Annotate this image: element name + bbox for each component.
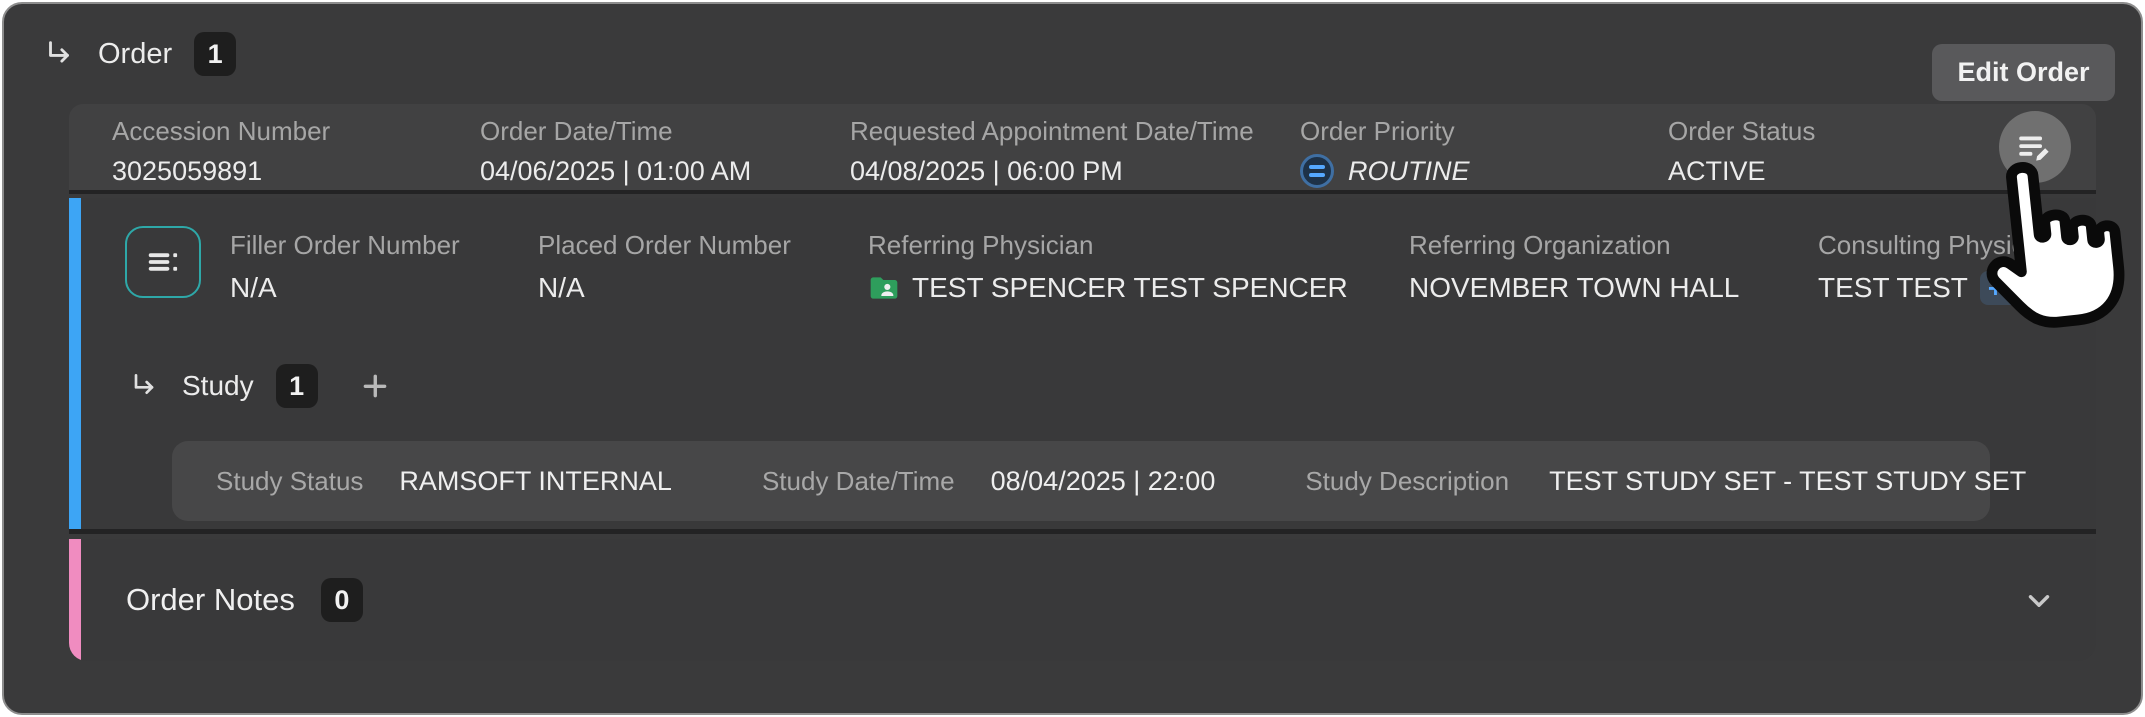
list-status-icon xyxy=(148,253,178,271)
filler-order-number-label: Filler Order Number xyxy=(230,230,460,260)
study-datetime-value: 08/04/2025 | 22:00 xyxy=(990,465,1216,496)
placed-order-number-field: Placed Order Number N/A xyxy=(538,230,791,306)
playlist-edit-icon xyxy=(2019,136,2049,161)
referring-organization-value: NOVEMBER TOWN HALL xyxy=(1409,272,1740,303)
order-notes-section[interactable]: Order Notes 0 xyxy=(69,539,2096,661)
referring-organization-field: Referring Organization NOVEMBER TOWN HAL… xyxy=(1409,230,1739,306)
consulting-physician-value: TEST TEST xyxy=(1818,272,1968,303)
order-priority-field: Order Priority ROUTINE xyxy=(1300,116,1470,188)
order-notes-accent-bar xyxy=(69,539,81,661)
accession-number-field: Accession Number 3025059891 xyxy=(112,116,330,188)
order-datetime-field: Order Date/Time 04/06/2025 | 01:00 AM xyxy=(480,116,751,188)
subdirectory-arrow-icon xyxy=(49,41,69,63)
order-priority-value: ROUTINE xyxy=(1348,156,1470,186)
chevron-down-icon[interactable] xyxy=(2022,584,2056,618)
requested-appointment-field: Requested Appointment Date/Time 04/08/20… xyxy=(850,116,1254,188)
placed-order-number-value: N/A xyxy=(538,272,585,303)
study-count-badge: 1 xyxy=(275,364,318,408)
order-type-icon-box xyxy=(125,226,201,298)
order-datetime-label: Order Date/Time xyxy=(480,116,673,146)
study-description-label: Study Description xyxy=(1305,465,1510,496)
study-status-label: Study Status xyxy=(216,465,364,496)
accession-number-label: Accession Number xyxy=(112,116,331,146)
filler-order-number-field: Filler Order Number N/A xyxy=(230,230,460,306)
consulting-physician-more-badge[interactable]: +2 xyxy=(1979,271,2026,305)
study-title: Study xyxy=(182,370,254,401)
order-count-badge: 1 xyxy=(194,32,237,76)
add-study-button[interactable] xyxy=(358,369,392,403)
accession-number-value: 3025059891 xyxy=(112,156,263,186)
referring-organization-label: Referring Organization xyxy=(1409,230,1671,260)
placed-order-number-label: Placed Order Number xyxy=(538,230,791,260)
order-title: Order xyxy=(98,37,173,70)
order-accent-bar xyxy=(69,198,81,529)
routine-priority-icon xyxy=(1300,154,1334,188)
referring-physician-value[interactable]: TEST SPENCER TEST SPENCER xyxy=(912,272,1348,303)
study-datetime-label: Study Date/Time xyxy=(761,465,955,496)
edit-order-button[interactable]: Edit Order xyxy=(1932,44,2115,101)
order-details-section: Filler Order Number N/A Placed Order Num… xyxy=(69,198,2096,534)
study-row[interactable]: Study Status RAMSOFT INTERNAL Study Date… xyxy=(172,441,2026,521)
order-datetime-value: 04/06/2025 | 01:00 AM xyxy=(480,156,752,186)
plus-icon xyxy=(363,374,386,398)
order-quick-edit-button[interactable] xyxy=(1999,111,2071,183)
referring-physician-label: Referring Physician xyxy=(868,230,1094,260)
order-notes-count-badge: 0 xyxy=(320,578,363,622)
study-description-value: TEST STUDY SET - TEST STUDY SET xyxy=(1549,465,2027,496)
subdirectory-arrow-icon xyxy=(134,374,154,394)
order-header: Order 1 xyxy=(42,30,237,78)
folder-shared-icon xyxy=(870,277,898,299)
requested-appointment-label: Requested Appointment Date/Time xyxy=(850,116,1254,146)
study-status-value: RAMSOFT INTERNAL xyxy=(399,465,672,496)
order-status-field: Order Status ACTIVE xyxy=(1668,116,1815,188)
filler-order-number-value: N/A xyxy=(230,272,277,303)
consulting-physician-field: Consulting Physician TEST TEST +2 xyxy=(1818,230,2059,306)
order-priority-label: Order Priority xyxy=(1300,116,1455,146)
consulting-physician-label: Consulting Physician xyxy=(1818,230,2060,260)
study-header: Study 1 xyxy=(128,358,392,414)
order-status-label: Order Status xyxy=(1668,116,1816,146)
order-notes-title: Order Notes xyxy=(126,582,295,617)
referring-physician-field: Referring Physician TEST SPENCER TEST SP… xyxy=(868,230,1348,306)
order-status-value: ACTIVE xyxy=(1668,156,1766,186)
order-summary-strip: Accession Number 3025059891 Order Date/T… xyxy=(69,104,2096,194)
requested-appointment-value: 04/08/2025 | 06:00 PM xyxy=(850,156,1123,186)
